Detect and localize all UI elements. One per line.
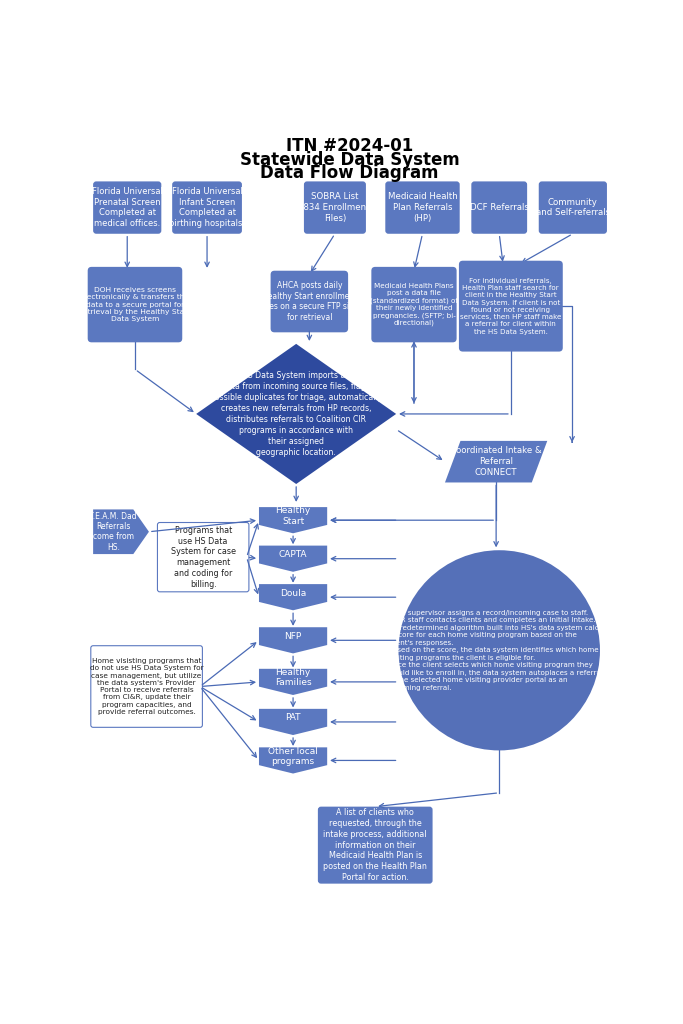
Text: Medicaid Health
Plan Referrals
(HP): Medicaid Health Plan Referrals (HP) [388, 193, 458, 223]
FancyBboxPatch shape [459, 261, 563, 351]
Text: Florida Universal
Prenatal Screen
Completed at
medical offices.: Florida Universal Prenatal Screen Comple… [92, 187, 163, 228]
Text: Florida Universal
Infant Screen
Completed at
birthing hospitals.: Florida Universal Infant Screen Complete… [169, 187, 245, 228]
Polygon shape [259, 628, 327, 653]
FancyBboxPatch shape [158, 522, 249, 592]
Text: DCF Referrals: DCF Referrals [470, 203, 529, 212]
Text: DOH receives screens
electronically & transfers the
data to a secure portal for
: DOH receives screens electronically & tr… [80, 287, 190, 323]
Polygon shape [259, 669, 327, 695]
Polygon shape [259, 584, 327, 610]
Text: Community
and Self-referrals: Community and Self-referrals [535, 198, 610, 217]
Text: Home visisting programs that
do not use HS Data System for
case management, but : Home visisting programs that do not use … [89, 658, 204, 715]
Text: Healthy
Families: Healthy Families [275, 668, 311, 687]
Polygon shape [259, 546, 327, 571]
Ellipse shape [398, 550, 600, 751]
Polygon shape [93, 509, 149, 554]
Text: T.E.A.M. Dad
Referrals
come from
HS.: T.E.A.M. Dad Referrals come from HS. [89, 512, 137, 552]
FancyBboxPatch shape [471, 181, 527, 233]
Text: Statewide Data System: Statewide Data System [240, 151, 460, 169]
FancyBboxPatch shape [87, 267, 182, 342]
Text: NFP: NFP [284, 632, 302, 641]
FancyBboxPatch shape [385, 181, 460, 233]
FancyBboxPatch shape [172, 181, 242, 233]
Text: HS Data System imports all
data from incoming source files, flags
possible dupli: HS Data System imports all data from inc… [210, 371, 382, 458]
FancyBboxPatch shape [372, 267, 457, 342]
Text: AHCA posts daily
Healthy Start enrollment
files on a secure FTP site
for retriev: AHCA posts daily Healthy Start enrollmen… [262, 281, 357, 323]
Polygon shape [445, 441, 547, 482]
Text: Healthy
Start: Healthy Start [275, 506, 311, 525]
Text: Medicaid Health Plans
post a data file
(standardized format) of
their newly iden: Medicaid Health Plans post a data file (… [370, 283, 458, 327]
FancyBboxPatch shape [93, 181, 161, 233]
Text: CAPTA: CAPTA [279, 550, 307, 559]
Text: A list of clients who
requested, through the
intake process, additional
informat: A list of clients who requested, through… [323, 808, 427, 882]
Text: SOBRA List
(834 Enrollment
Files): SOBRA List (834 Enrollment Files) [300, 193, 370, 223]
FancyBboxPatch shape [91, 646, 202, 727]
Text: 1. CI&R supervisor assigns a record/incoming case to staff.
2. CI&R staff contac: 1. CI&R supervisor assigns a record/inco… [378, 610, 620, 691]
Polygon shape [259, 709, 327, 735]
Text: Other local
programs: Other local programs [268, 746, 318, 766]
FancyBboxPatch shape [539, 181, 607, 233]
Text: PAT: PAT [285, 714, 301, 722]
Polygon shape [196, 344, 396, 484]
Polygon shape [259, 507, 327, 534]
Text: For individual referrals,
Health Plan staff search for
client in the Healthy Sta: For individual referrals, Health Plan st… [460, 278, 561, 335]
Text: Coordinated Intake &
Referral
CONNECT: Coordinated Intake & Referral CONNECT [450, 446, 542, 477]
FancyBboxPatch shape [304, 181, 366, 233]
Text: Programs that
use HS Data
System for case
management
and coding for
billing.: Programs that use HS Data System for cas… [171, 525, 236, 589]
Text: Data Flow Diagram: Data Flow Diagram [260, 165, 439, 182]
Polygon shape [259, 748, 327, 773]
Text: ITN #2024-01: ITN #2024-01 [286, 137, 413, 155]
Text: Doula: Doula [280, 589, 306, 598]
FancyBboxPatch shape [318, 807, 432, 884]
FancyBboxPatch shape [270, 270, 348, 333]
